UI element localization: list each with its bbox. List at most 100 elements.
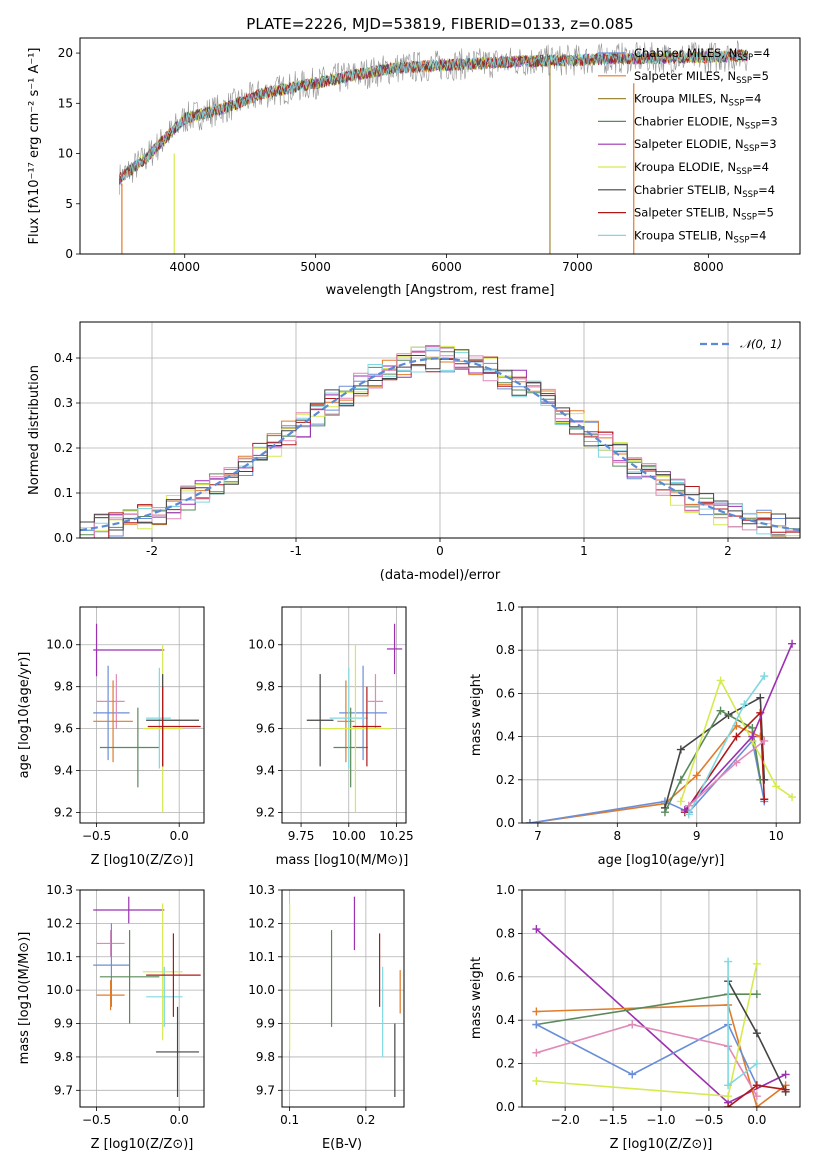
y-tick-label: 0.6 — [496, 970, 515, 984]
legend-label: Salpeter STELIB, N — [634, 206, 741, 220]
plot-area-residuals — [80, 345, 800, 538]
y-tick-label: 9.6 — [54, 722, 73, 736]
weight-marker — [676, 797, 685, 806]
x-tick-label: −2.0 — [551, 1113, 580, 1127]
weight-marker — [748, 723, 757, 732]
weight-marker — [760, 672, 769, 681]
y-tick-label: 10.2 — [46, 916, 73, 930]
axes-age_vs_Z: −0.5 0.0 9.2 9.4 9.6 9.8 10.0 Z [log10(Z/Z⊙)] ag… — [17, 606, 205, 868]
y-axis-label: mass weight — [469, 957, 484, 1039]
legend-sub: SSP — [742, 190, 758, 200]
y-tick-label: 5 — [65, 197, 73, 211]
spectrum-line — [118, 50, 748, 181]
weight-marker — [752, 1092, 761, 1101]
x-tick-label: 0.1 — [280, 1113, 299, 1127]
y-axis-label: age [log10(age/yr)] — [17, 652, 32, 779]
legend-tail: =4 — [752, 160, 769, 174]
y-tick-label: 9.9 — [54, 1017, 73, 1031]
weight-marker — [760, 795, 769, 804]
y-tick-label: 10.2 — [248, 916, 275, 930]
y-tick-label: 9.4 — [256, 764, 275, 778]
x-tick-label: 10 — [769, 829, 784, 843]
x-tick-label: 0 — [436, 544, 444, 558]
weight-marker — [724, 1081, 733, 1090]
legend-sub: SSP — [736, 167, 752, 177]
weight-marker — [732, 732, 741, 741]
weight-marker — [752, 1059, 761, 1068]
weight-marker — [692, 771, 701, 780]
axes-frame — [281, 606, 407, 824]
weight-marker — [740, 700, 749, 709]
axes-age_vs_mass: 9.75 10.00 10.25 9.2 9.4 9.6 9.8 10.0 mass [log1… — [248, 606, 414, 868]
weight-marker — [716, 676, 725, 685]
x-tick-label: 0.0 — [170, 829, 189, 843]
weight-series — [536, 1023, 758, 1097]
x-tick-label: 10.00 — [332, 829, 366, 843]
x-tick-label: 2 — [724, 544, 732, 558]
weight-marker — [724, 1092, 733, 1101]
y-tick-label: 0.4 — [54, 351, 73, 365]
y-tick-label: 0.0 — [496, 816, 515, 830]
x-tick-label: −0.5 — [82, 1113, 111, 1127]
weight-marker — [532, 1048, 541, 1057]
legend-entry: Kroupa STELIB, NSSP=4 — [634, 228, 766, 245]
y-tick-label: 0.4 — [496, 1013, 515, 1027]
legend-label: Kroupa MILES, N — [634, 92, 729, 106]
x-tick-label: 0.0 — [747, 1113, 766, 1127]
axes-weight_vs_age: 7 8 9 10 0.0 0.2 0.4 0.6 0.8 1.0 age [log10(age/yr… — [469, 600, 801, 868]
weight-marker — [684, 810, 693, 819]
y-tick-label: 9.8 — [256, 680, 275, 694]
axes-mass_vs_ebv: 0.1 0.2 9.7 9.8 9.9 10.0 10.1 10.2 10.3 E(B-V) — [248, 883, 405, 1152]
weight-marker — [724, 957, 733, 966]
legend-tail: =4 — [744, 92, 761, 106]
legend-tail: =4 — [749, 228, 766, 242]
plot-area-mass_vs_ebv — [289, 896, 401, 1097]
legend-entry: Chabrier MILES, NSSP=4 — [634, 46, 770, 63]
y-axis-label: mass weight — [469, 674, 484, 756]
weight-marker — [788, 639, 797, 648]
y-tick-label: 9.8 — [54, 1050, 73, 1064]
y-tick-label: 9.9 — [256, 1017, 275, 1031]
legend-sub: SSP — [737, 53, 753, 63]
y-axis-label: Normed distribution — [27, 365, 42, 495]
legend-entry: Salpeter STELIB, NSSP=5 — [634, 206, 774, 223]
x-tick-label: 4000 — [169, 260, 200, 274]
spectrum-line — [118, 49, 748, 180]
weight-marker — [525, 819, 534, 823]
y-tick-label: 10.3 — [248, 883, 275, 897]
x-tick-label: 6000 — [431, 260, 462, 274]
weight-marker — [676, 745, 685, 754]
legend-tail: =4 — [753, 46, 770, 60]
axes-mass_vs_Z: −0.5 0.0 9.7 9.8 9.9 10.0 10.1 10.2 10.3 Z [log10… — [17, 883, 205, 1152]
weight-series — [536, 1023, 758, 1086]
histogram-step — [80, 346, 800, 538]
legend-entry: 𝒩(0, 1) — [740, 337, 782, 351]
y-tick-label: 15 — [58, 96, 73, 110]
x-tick-label: 8 — [613, 829, 621, 843]
weight-marker — [756, 693, 765, 702]
weight-marker — [724, 1103, 733, 1107]
x-tick-label: 0.0 — [170, 1113, 189, 1127]
y-tick-label: 9.6 — [256, 722, 275, 736]
legend-sub: SSP — [736, 76, 752, 86]
weight-marker — [532, 1076, 541, 1085]
y-tick-label: 0.0 — [54, 531, 73, 545]
y-axis-label: Flux [fλ10⁻¹⁷ erg cm⁻² s⁻¹ A⁻¹] — [27, 48, 42, 245]
x-axis-label: wavelength [Angstrom, rest frame] — [326, 283, 555, 298]
x-tick-label: −1.0 — [646, 1113, 675, 1127]
y-tick-label: 1.0 — [496, 600, 515, 614]
legend-tail: =4 — [758, 183, 775, 197]
x-tick-label: 0.2 — [356, 1113, 375, 1127]
y-tick-label: 0.1 — [54, 486, 73, 500]
plot-area-weight_vs_age — [525, 639, 797, 823]
y-tick-label: 10.0 — [248, 983, 275, 997]
legend-tail: =3 — [761, 114, 778, 128]
plot-area-spectrum — [118, 40, 748, 254]
legend-sub: SSP — [741, 213, 757, 223]
x-axis-label: E(B-V) — [322, 1137, 362, 1152]
x-tick-label: 8000 — [693, 260, 724, 274]
weight-marker — [532, 925, 541, 934]
